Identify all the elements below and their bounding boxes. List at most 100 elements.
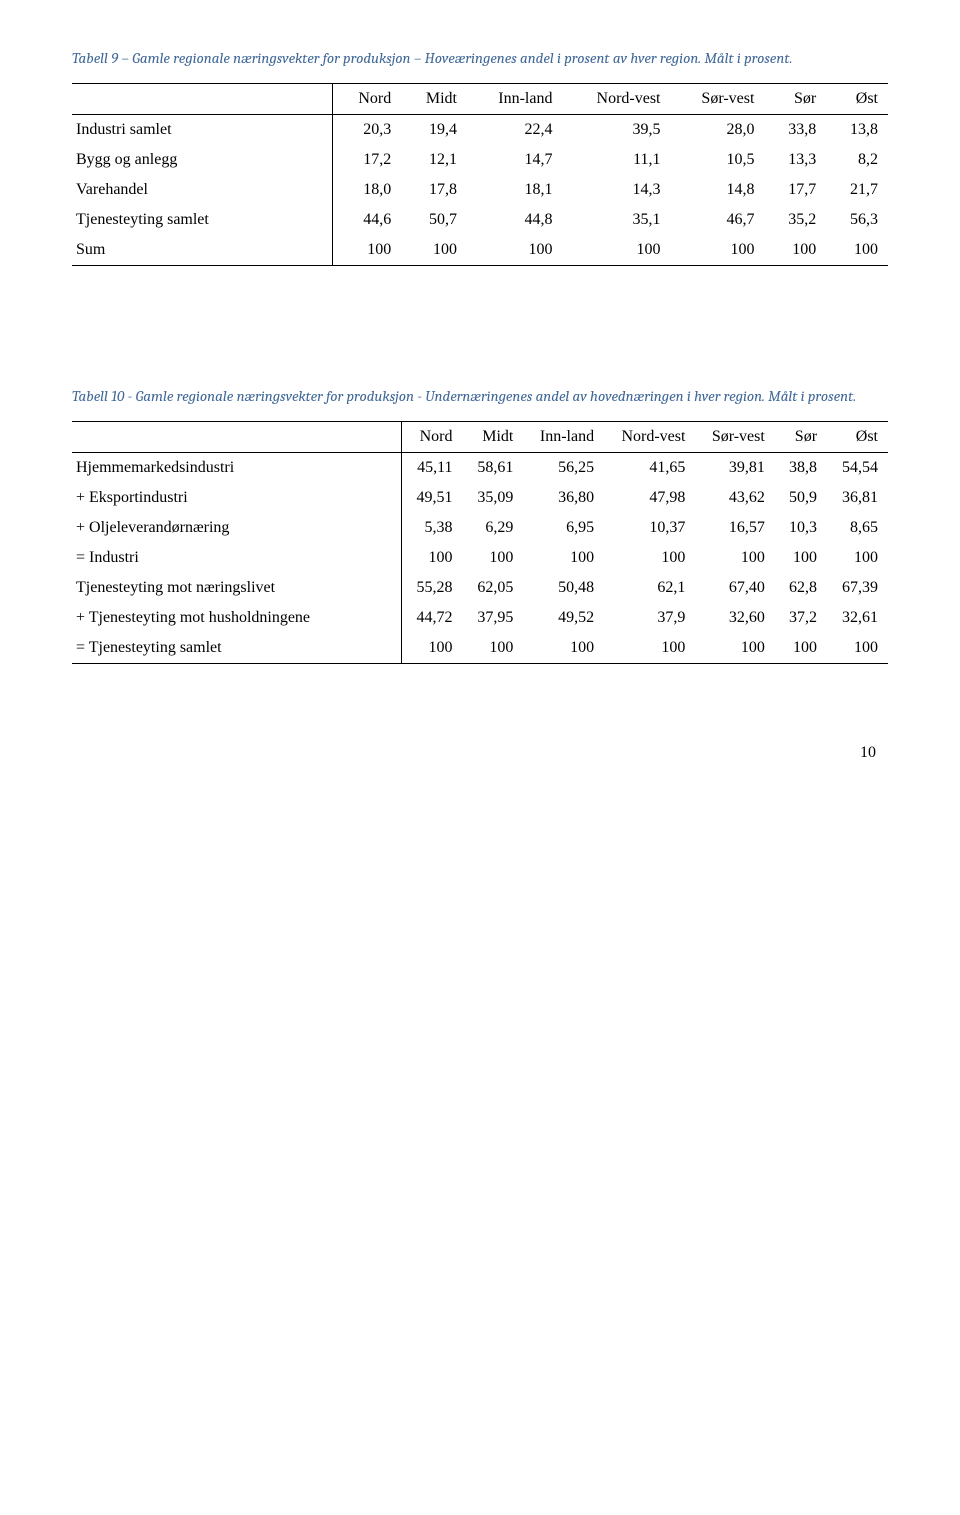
cell: 19,4 (401, 115, 467, 146)
row-label: Tjenesteyting mot næringslivet (72, 573, 401, 603)
table-2-header-row: Nord Midt Inn-land Nord-vest Sør-vest Sø… (72, 422, 888, 453)
cell: 100 (467, 235, 562, 266)
cell: 35,09 (462, 483, 523, 513)
cell: 49,52 (523, 603, 604, 633)
table-row: Sum 100 100 100 100 100 100 100 (72, 235, 888, 266)
row-label: + Oljeleverandørnæring (72, 513, 401, 543)
cell: 67,39 (827, 573, 888, 603)
row-label: = Tjenesteyting samlet (72, 633, 401, 664)
table-1-corner (72, 84, 333, 115)
cell: 56,25 (523, 453, 604, 484)
cell: 35,1 (562, 205, 670, 235)
cell: 6,95 (523, 513, 604, 543)
cell: 67,40 (695, 573, 774, 603)
table-1-header-row: Nord Midt Inn-land Nord-vest Sør-vest Sø… (72, 84, 888, 115)
cell: 100 (604, 543, 695, 573)
table-1-col-1: Midt (401, 84, 467, 115)
cell: 100 (604, 633, 695, 664)
table-2-col-1: Midt (462, 422, 523, 453)
cell: 100 (523, 543, 604, 573)
table-2-col-2: Inn-land (523, 422, 604, 453)
cell: 100 (764, 235, 826, 266)
cell: 55,28 (401, 573, 462, 603)
cell: 100 (333, 235, 402, 266)
table-row: Tjenesteyting mot næringslivet 55,28 62,… (72, 573, 888, 603)
cell: 46,7 (671, 205, 765, 235)
table-row: = Tjenesteyting samlet 100 100 100 100 1… (72, 633, 888, 664)
table-row: = Industri 100 100 100 100 100 100 100 (72, 543, 888, 573)
cell: 100 (462, 633, 523, 664)
cell: 62,05 (462, 573, 523, 603)
cell: 38,8 (775, 453, 827, 484)
cell: 50,48 (523, 573, 604, 603)
cell: 100 (523, 633, 604, 664)
table-1-col-4: Sør-vest (671, 84, 765, 115)
cell: 49,51 (401, 483, 462, 513)
row-label: Varehandel (72, 175, 333, 205)
cell: 45,11 (401, 453, 462, 484)
cell: 32,60 (695, 603, 774, 633)
table-1-col-3: Nord-vest (562, 84, 670, 115)
cell: 33,8 (764, 115, 826, 146)
row-label: Hjemmemarkedsindustri (72, 453, 401, 484)
cell: 54,54 (827, 453, 888, 484)
cell: 100 (695, 633, 774, 664)
row-label: Bygg og anlegg (72, 145, 333, 175)
cell: 28,0 (671, 115, 765, 146)
table-2-col-6: Øst (827, 422, 888, 453)
cell: 17,7 (764, 175, 826, 205)
row-label: Industri samlet (72, 115, 333, 146)
table-2-col-0: Nord (401, 422, 462, 453)
cell: 56,3 (826, 205, 888, 235)
cell: 10,37 (604, 513, 695, 543)
cell: 39,5 (562, 115, 670, 146)
cell: 44,72 (401, 603, 462, 633)
cell: 36,81 (827, 483, 888, 513)
cell: 21,7 (826, 175, 888, 205)
cell: 36,80 (523, 483, 604, 513)
cell: 20,3 (333, 115, 402, 146)
cell: 6,29 (462, 513, 523, 543)
cell: 37,95 (462, 603, 523, 633)
cell: 100 (695, 543, 774, 573)
row-label: Tjenesteyting samlet (72, 205, 333, 235)
table-row: Bygg og anlegg 17,2 12,1 14,7 11,1 10,5 … (72, 145, 888, 175)
cell: 16,57 (695, 513, 774, 543)
row-label: Sum (72, 235, 333, 266)
table-row: + Tjenesteyting mot husholdningene 44,72… (72, 603, 888, 633)
table-1-title: Tabell 9 – Gamle regionale næringsvekter… (72, 48, 888, 69)
cell: 10,3 (775, 513, 827, 543)
cell: 8,65 (827, 513, 888, 543)
cell: 100 (401, 633, 462, 664)
cell: 44,6 (333, 205, 402, 235)
table-2-corner (72, 422, 401, 453)
cell: 22,4 (467, 115, 562, 146)
table-1-col-0: Nord (333, 84, 402, 115)
row-label: = Industri (72, 543, 401, 573)
cell: 37,9 (604, 603, 695, 633)
table-1-col-2: Inn-land (467, 84, 562, 115)
cell: 58,61 (462, 453, 523, 484)
cell: 39,81 (695, 453, 774, 484)
table-2: Nord Midt Inn-land Nord-vest Sør-vest Sø… (72, 421, 888, 664)
cell: 100 (562, 235, 670, 266)
cell: 100 (401, 235, 467, 266)
cell: 14,8 (671, 175, 765, 205)
table-1-col-6: Øst (826, 84, 888, 115)
table-row: Hjemmemarkedsindustri 45,11 58,61 56,25 … (72, 453, 888, 484)
cell: 100 (775, 633, 827, 664)
cell: 11,1 (562, 145, 670, 175)
cell: 100 (826, 235, 888, 266)
cell: 14,3 (562, 175, 670, 205)
cell: 12,1 (401, 145, 467, 175)
row-label: + Tjenesteyting mot husholdningene (72, 603, 401, 633)
table-2-col-5: Sør (775, 422, 827, 453)
cell: 50,7 (401, 205, 467, 235)
cell: 8,2 (826, 145, 888, 175)
cell: 18,1 (467, 175, 562, 205)
row-label: + Eksportindustri (72, 483, 401, 513)
cell: 100 (462, 543, 523, 573)
cell: 35,2 (764, 205, 826, 235)
cell: 17,2 (333, 145, 402, 175)
table-2-col-4: Sør-vest (695, 422, 774, 453)
